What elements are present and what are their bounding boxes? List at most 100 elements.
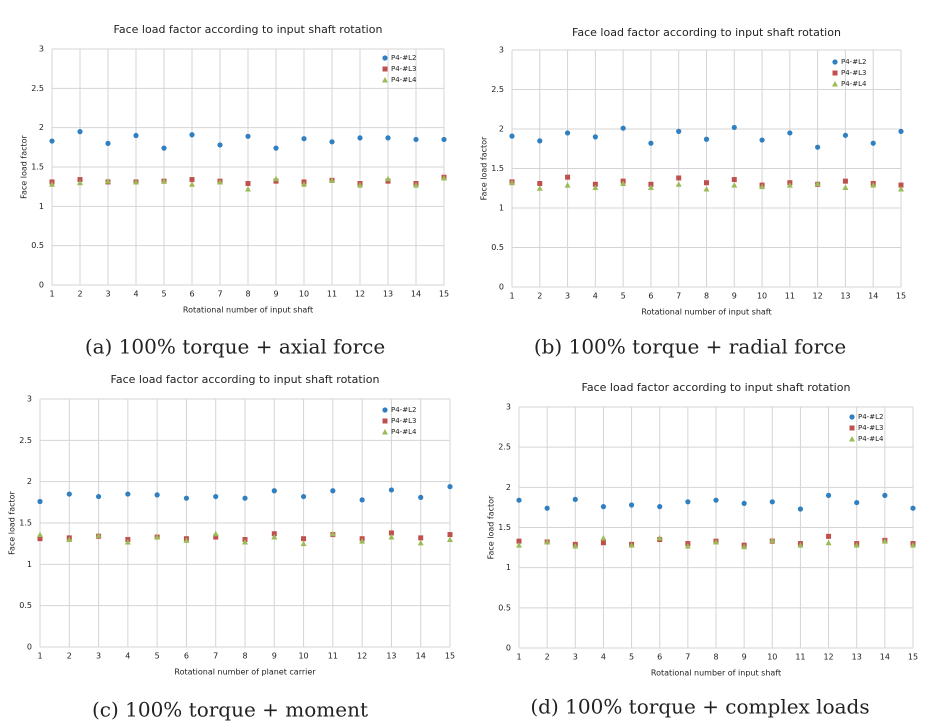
y-tick-label: 1 xyxy=(499,204,504,213)
x-tick-label: 12 xyxy=(823,653,833,662)
data-point xyxy=(592,181,598,187)
data-point xyxy=(797,542,804,548)
caption: (b) 100% torque + radial force xyxy=(534,335,846,359)
data-point xyxy=(703,186,710,192)
data-point xyxy=(620,125,626,131)
data-point xyxy=(154,534,161,540)
data-point xyxy=(37,498,43,505)
data-point xyxy=(413,182,419,188)
y-axis-label: Face load factor xyxy=(8,490,17,554)
data-point xyxy=(301,181,307,187)
data-point xyxy=(77,179,83,186)
data-point xyxy=(77,177,83,183)
data-point xyxy=(301,536,307,542)
chart-title: Face load factor according to input shaf… xyxy=(572,26,841,39)
data-point xyxy=(572,542,579,549)
data-point xyxy=(537,138,543,144)
data-point xyxy=(301,136,307,142)
data-point xyxy=(509,133,515,139)
data-point xyxy=(628,502,635,508)
data-point xyxy=(825,539,832,546)
data-point xyxy=(910,542,916,548)
x-tick-label: 13 xyxy=(840,292,850,301)
data-point xyxy=(329,139,335,145)
x-tick-label: 3 xyxy=(96,652,101,661)
data-point xyxy=(648,140,654,146)
y-tick-label: 1.5 xyxy=(498,523,511,532)
x-tick-label: 4 xyxy=(125,652,130,661)
x-tick-label: 7 xyxy=(676,292,681,301)
data-point xyxy=(212,530,219,537)
x-tick-label: 8 xyxy=(245,290,250,299)
data-point xyxy=(685,499,691,505)
x-tick-label: 6 xyxy=(184,652,189,661)
x-axis-label: Rotational number of planet carrier xyxy=(174,668,316,677)
x-tick-label: 15 xyxy=(439,290,449,299)
data-point xyxy=(898,182,904,188)
x-tick-label: 3 xyxy=(565,292,570,301)
x-axis-label: Rotational number of input shaft xyxy=(641,308,771,317)
legend-label: P4-#L3 xyxy=(391,417,416,425)
y-tick-label: 0 xyxy=(27,643,32,652)
x-tick-label: 15 xyxy=(445,652,455,661)
data-point xyxy=(124,539,131,545)
data-point xyxy=(881,538,888,544)
data-point xyxy=(329,530,336,537)
x-tick-label: 2 xyxy=(67,652,72,661)
data-point xyxy=(910,505,916,511)
data-point xyxy=(273,175,279,182)
data-point xyxy=(242,539,248,545)
x-tick-label: 10 xyxy=(298,652,308,661)
data-point xyxy=(786,182,793,188)
y-tick-label: 3 xyxy=(39,45,44,54)
chart-title: Face load factor according to input shaf… xyxy=(114,23,383,36)
data-point xyxy=(704,180,709,186)
data-point xyxy=(189,177,195,183)
data-point xyxy=(49,181,55,187)
data-point xyxy=(273,145,279,151)
data-point xyxy=(713,538,719,545)
data-point xyxy=(657,504,663,510)
x-tick-label: 15 xyxy=(896,292,906,301)
data-point xyxy=(676,175,682,181)
data-point xyxy=(245,133,251,139)
x-tick-label: 13 xyxy=(386,652,396,661)
x-tick-label: 5 xyxy=(621,292,626,301)
data-point xyxy=(815,144,821,150)
data-point xyxy=(388,487,395,493)
data-point xyxy=(628,542,635,548)
y-tick-label: 3 xyxy=(506,403,511,412)
data-point xyxy=(300,540,307,547)
data-point xyxy=(357,135,363,141)
data-point xyxy=(357,182,363,188)
data-point xyxy=(536,185,543,191)
data-point xyxy=(125,491,131,497)
x-tick-label: 11 xyxy=(795,653,805,662)
data-point xyxy=(242,495,248,501)
data-point xyxy=(600,540,606,546)
data-point xyxy=(271,531,277,537)
y-tick-label: 3 xyxy=(499,46,504,55)
legend-label: P4-#L2 xyxy=(391,54,416,62)
x-axis-label: Rotational number of input shaft xyxy=(183,306,313,315)
x-tick-label: 7 xyxy=(213,652,218,661)
x-tick-label: 9 xyxy=(273,290,278,299)
data-point xyxy=(898,186,904,192)
data-point xyxy=(95,532,102,538)
legend-label: P4-#L2 xyxy=(841,58,866,66)
x-tick-label: 13 xyxy=(383,290,393,299)
y-tick-label: 2.5 xyxy=(19,436,32,445)
data-point xyxy=(49,138,55,144)
legend-label: P4-#L3 xyxy=(858,424,883,432)
data-point xyxy=(105,140,111,146)
legend-marker xyxy=(382,66,388,72)
data-point xyxy=(564,130,571,136)
data-point xyxy=(359,497,365,503)
data-point xyxy=(620,180,627,187)
data-point xyxy=(133,178,139,185)
data-point xyxy=(592,184,599,190)
x-tick-label: 4 xyxy=(593,292,598,301)
data-point xyxy=(675,181,682,187)
x-tick-label: 5 xyxy=(155,652,160,661)
